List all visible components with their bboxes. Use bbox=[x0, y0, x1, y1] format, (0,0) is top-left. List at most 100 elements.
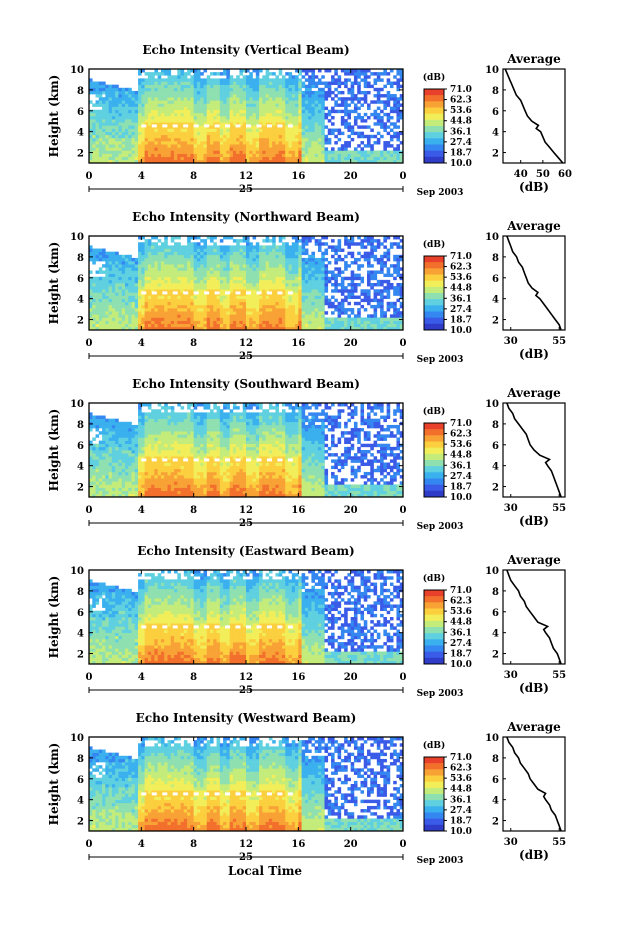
heatmap-cell bbox=[318, 138, 322, 141]
heatmap-cell bbox=[256, 154, 260, 157]
heatmap-cell bbox=[302, 267, 306, 270]
heatmap-cell bbox=[161, 94, 165, 97]
heatmap-cell bbox=[360, 154, 364, 157]
heatmap-cell bbox=[275, 144, 279, 147]
heatmap-cell bbox=[213, 147, 217, 150]
heatmap-cell bbox=[331, 296, 335, 299]
heatmap-cell bbox=[181, 91, 185, 94]
heatmap-cell bbox=[181, 245, 185, 248]
heatmap-cell bbox=[279, 317, 283, 320]
heatmap-cell bbox=[302, 154, 306, 157]
heatmap-cell bbox=[249, 147, 253, 150]
heatmap-cell bbox=[213, 88, 217, 91]
heatmap-cell bbox=[318, 144, 322, 147]
heatmap-cell bbox=[92, 302, 96, 305]
heatmap-cell bbox=[164, 270, 168, 273]
heatmap-cell bbox=[341, 289, 345, 292]
heatmap-cell bbox=[102, 280, 106, 283]
heatmap-cell bbox=[282, 75, 286, 78]
heatmap-cell bbox=[141, 314, 145, 317]
heatmap-cell bbox=[92, 289, 96, 292]
heatmap-cell bbox=[295, 317, 299, 320]
heatmap-cell bbox=[187, 147, 191, 150]
heatmap-cell bbox=[266, 85, 270, 88]
heatmap-cell bbox=[305, 78, 309, 81]
bright-band-mark bbox=[225, 291, 230, 294]
heatmap-cell bbox=[158, 239, 162, 242]
heatmap-cell bbox=[275, 274, 279, 277]
heatmap-cell bbox=[295, 141, 299, 144]
heatmap-cell bbox=[141, 321, 145, 324]
heatmap-cell bbox=[315, 292, 319, 295]
heatmap-cell bbox=[233, 144, 237, 147]
heatmap-cell bbox=[118, 296, 122, 299]
heatmap-cell bbox=[223, 88, 227, 91]
heatmap-cell bbox=[161, 154, 165, 157]
heatmap-cell bbox=[148, 305, 152, 308]
heatmap-cell bbox=[99, 138, 103, 141]
heatmap-cell bbox=[302, 324, 306, 327]
heatmap-cell bbox=[318, 292, 322, 295]
heatmap-cell bbox=[256, 103, 260, 106]
heatmap-cell bbox=[354, 277, 358, 280]
heatmap-cell bbox=[243, 97, 247, 100]
heatmap-cell bbox=[181, 302, 185, 305]
heatmap-cell bbox=[213, 258, 217, 261]
heatmap-cell bbox=[289, 85, 293, 88]
heatmap-cell bbox=[325, 141, 329, 144]
heatmap-cell bbox=[357, 296, 361, 299]
heatmap-cell bbox=[318, 317, 322, 320]
heatmap-cell bbox=[282, 141, 286, 144]
heatmap-cell bbox=[249, 283, 253, 286]
heatmap-cell bbox=[239, 78, 243, 81]
heatmap-cell bbox=[262, 258, 266, 261]
heatmap-cell bbox=[128, 292, 132, 295]
heatmap-cell bbox=[233, 283, 237, 286]
heatmap-cell bbox=[347, 308, 351, 311]
heatmap-cell bbox=[128, 138, 132, 141]
heatmap-cell bbox=[279, 239, 283, 242]
heatmap-cell bbox=[203, 324, 207, 327]
heatmap-cell bbox=[266, 249, 270, 252]
heatmap-cell bbox=[161, 144, 165, 147]
heatmap-cell bbox=[177, 242, 181, 245]
heatmap-cell bbox=[177, 258, 181, 261]
heatmap-cell bbox=[158, 75, 162, 78]
heatmap-cell bbox=[197, 132, 201, 135]
heatmap-cell bbox=[344, 113, 348, 116]
heatmap-cell bbox=[387, 308, 391, 311]
heatmap-cell bbox=[168, 280, 172, 283]
heatmap-cell bbox=[311, 289, 315, 292]
heatmap-cell bbox=[138, 116, 142, 119]
heatmap-cell bbox=[177, 314, 181, 317]
heatmap-cell bbox=[354, 110, 358, 113]
heatmap-cell bbox=[151, 311, 155, 314]
heatmap-cell bbox=[256, 94, 260, 97]
heatmap-cell bbox=[109, 144, 113, 147]
heatmap-cell bbox=[226, 296, 230, 299]
heatmap-cell bbox=[181, 85, 185, 88]
heatmap-cell bbox=[190, 122, 194, 125]
heatmap-cell bbox=[220, 144, 224, 147]
heatmap-cell bbox=[177, 302, 181, 305]
heatmap-cell bbox=[141, 103, 145, 106]
heatmap-cell bbox=[239, 144, 243, 147]
heatmap-cell bbox=[298, 110, 302, 113]
heatmap-cell bbox=[318, 132, 322, 135]
heatmap-cell bbox=[125, 258, 129, 261]
heatmap-cell bbox=[190, 245, 194, 248]
heatmap-cell bbox=[367, 317, 371, 320]
heatmap-cell bbox=[187, 103, 191, 106]
heatmap-cell bbox=[109, 280, 113, 283]
heatmap-cell bbox=[311, 317, 315, 320]
heatmap-cell bbox=[226, 78, 230, 81]
heatmap-cell bbox=[194, 242, 198, 245]
heatmap-cell bbox=[154, 88, 158, 91]
heatmap-cell bbox=[141, 132, 145, 135]
heatmap-cell bbox=[128, 286, 132, 289]
heatmap-cell bbox=[334, 286, 338, 289]
heatmap-cell bbox=[154, 132, 158, 135]
heatmap-cell bbox=[154, 302, 158, 305]
heatmap-cell bbox=[266, 91, 270, 94]
heatmap-cell bbox=[168, 147, 172, 150]
